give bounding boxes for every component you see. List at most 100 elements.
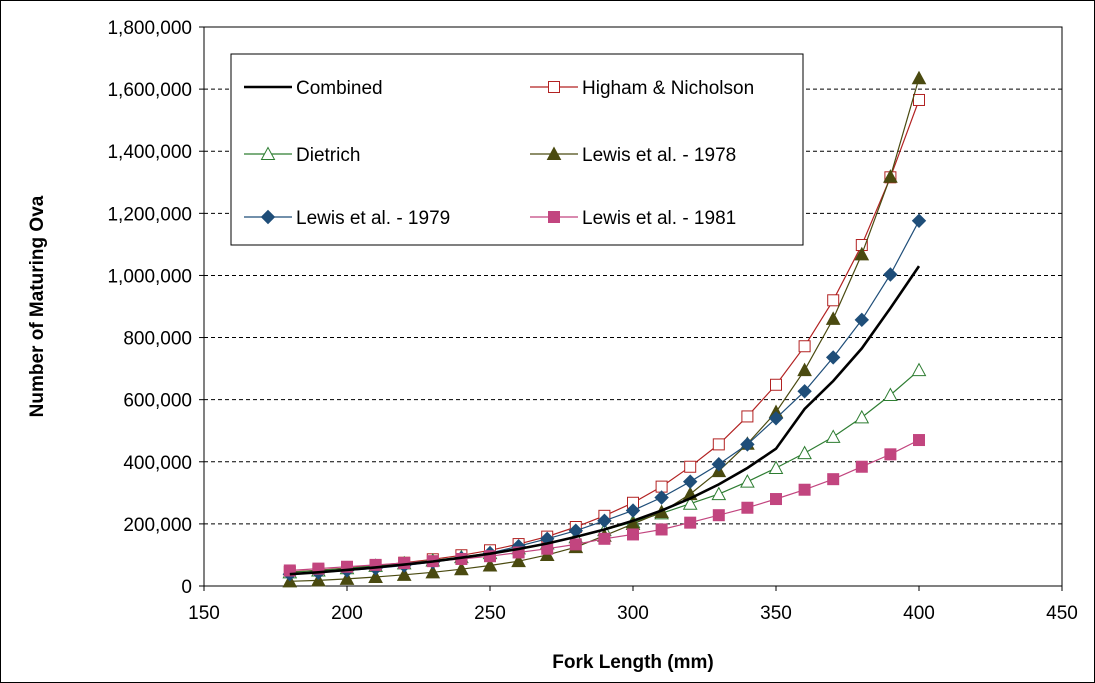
x-tick-label: 350 (760, 603, 792, 624)
x-tick-label: 150 (188, 603, 220, 624)
x-axis-title: Fork Length (mm) (552, 652, 714, 673)
legend-marker (546, 146, 562, 160)
x-tick-label: 250 (474, 603, 506, 624)
data-point (341, 560, 353, 573)
data-point (339, 571, 355, 585)
y-axis-title: Number of Maturing Ova (27, 195, 48, 417)
data-point (913, 93, 925, 106)
legend-marker (260, 146, 276, 160)
data-point (625, 503, 641, 518)
x-tick-label: 450 (1046, 603, 1078, 624)
legend: Combined Higham & Nicholson Dietrich Lewis … (230, 53, 804, 246)
legend-label: Lewis et al. - 1978 (582, 145, 736, 166)
data-point (825, 350, 841, 365)
y-tick-label: 1,400,000 (107, 142, 192, 163)
series-combined (289, 265, 921, 576)
data-point (825, 429, 841, 443)
data-point (911, 213, 927, 228)
y-tick-label: 1,000,000 (107, 266, 192, 287)
series-lewis-et-al-1979 (282, 213, 927, 582)
data-point (883, 387, 898, 402)
legend-marker (548, 211, 560, 223)
data-point (854, 246, 870, 261)
data-point (655, 523, 668, 536)
data-point (883, 169, 898, 183)
data-point (684, 516, 697, 529)
data-point (797, 445, 812, 460)
data-point (711, 457, 727, 472)
data-point (740, 474, 755, 488)
data-point (740, 437, 755, 452)
series-lewis-et-al-1981 (283, 434, 925, 577)
data-point (311, 572, 326, 587)
data-point (768, 460, 784, 474)
y-tick-label: 1,800,000 (107, 18, 192, 39)
data-point (712, 509, 725, 522)
y-tick-label: 600,000 (123, 391, 192, 412)
legend-item: Higham & Nicholson (530, 78, 754, 99)
data-point (712, 438, 725, 451)
data-point (884, 448, 897, 461)
x-tick-label: 300 (617, 603, 649, 624)
data-point (511, 553, 526, 568)
legend-item: Lewis et al. - 1978 (530, 145, 736, 166)
y-tick-label: 1,200,000 (107, 204, 192, 225)
legend-label: Dietrich (296, 145, 360, 166)
x-axis-ticks: 150 200 250 300 350 400 450 (188, 586, 1078, 624)
data-point (682, 496, 698, 510)
data-point (682, 474, 698, 489)
legend-item: Dietrich (244, 145, 360, 166)
legend-label: Lewis et al. - 1981 (582, 208, 736, 229)
data-point (454, 561, 469, 576)
data-point (741, 410, 754, 423)
y-tick-label: 1,600,000 (107, 80, 192, 101)
series-layer (282, 70, 927, 588)
data-point (825, 311, 841, 325)
legend-item: Combined (244, 78, 383, 99)
data-point (598, 532, 611, 545)
legend-label: Combined (296, 78, 383, 99)
y-tick-label: 800,000 (123, 329, 192, 350)
data-point (482, 557, 498, 572)
data-point (569, 538, 582, 551)
y-tick-label: 200,000 (123, 515, 192, 536)
data-point (854, 312, 870, 328)
legend-marker (548, 81, 560, 93)
series-line (289, 439, 920, 572)
legend-item: Lewis et al. - 1979 (244, 208, 450, 229)
legend-item: Lewis et al. - 1981 (530, 208, 736, 229)
data-point (827, 473, 840, 486)
data-point (711, 486, 727, 501)
data-point (854, 409, 870, 424)
data-point (627, 528, 639, 541)
legend-marker (260, 209, 276, 225)
data-point (312, 562, 325, 575)
data-point (369, 558, 382, 571)
data-point (484, 550, 496, 563)
x-tick-label: 400 (903, 603, 935, 624)
legend-box (230, 53, 804, 246)
data-point (768, 411, 784, 426)
data-point (797, 384, 812, 399)
data-point (283, 564, 296, 577)
data-point (911, 362, 927, 377)
data-point (512, 546, 525, 559)
data-point (425, 564, 441, 579)
data-point (913, 434, 925, 447)
data-point (396, 567, 412, 581)
data-point (911, 70, 927, 85)
data-point (770, 493, 782, 506)
data-point (798, 340, 811, 353)
y-tick-label: 400,000 (123, 453, 192, 474)
data-point (770, 378, 782, 391)
data-point (797, 362, 812, 377)
x-tick-label: 200 (331, 603, 363, 624)
series-line (289, 265, 921, 576)
legend-label: Lewis et al. - 1979 (296, 208, 450, 229)
data-point (684, 460, 697, 473)
data-point (741, 501, 754, 514)
data-point (597, 513, 612, 528)
data-point (855, 460, 868, 473)
series-dietrich (282, 362, 927, 579)
